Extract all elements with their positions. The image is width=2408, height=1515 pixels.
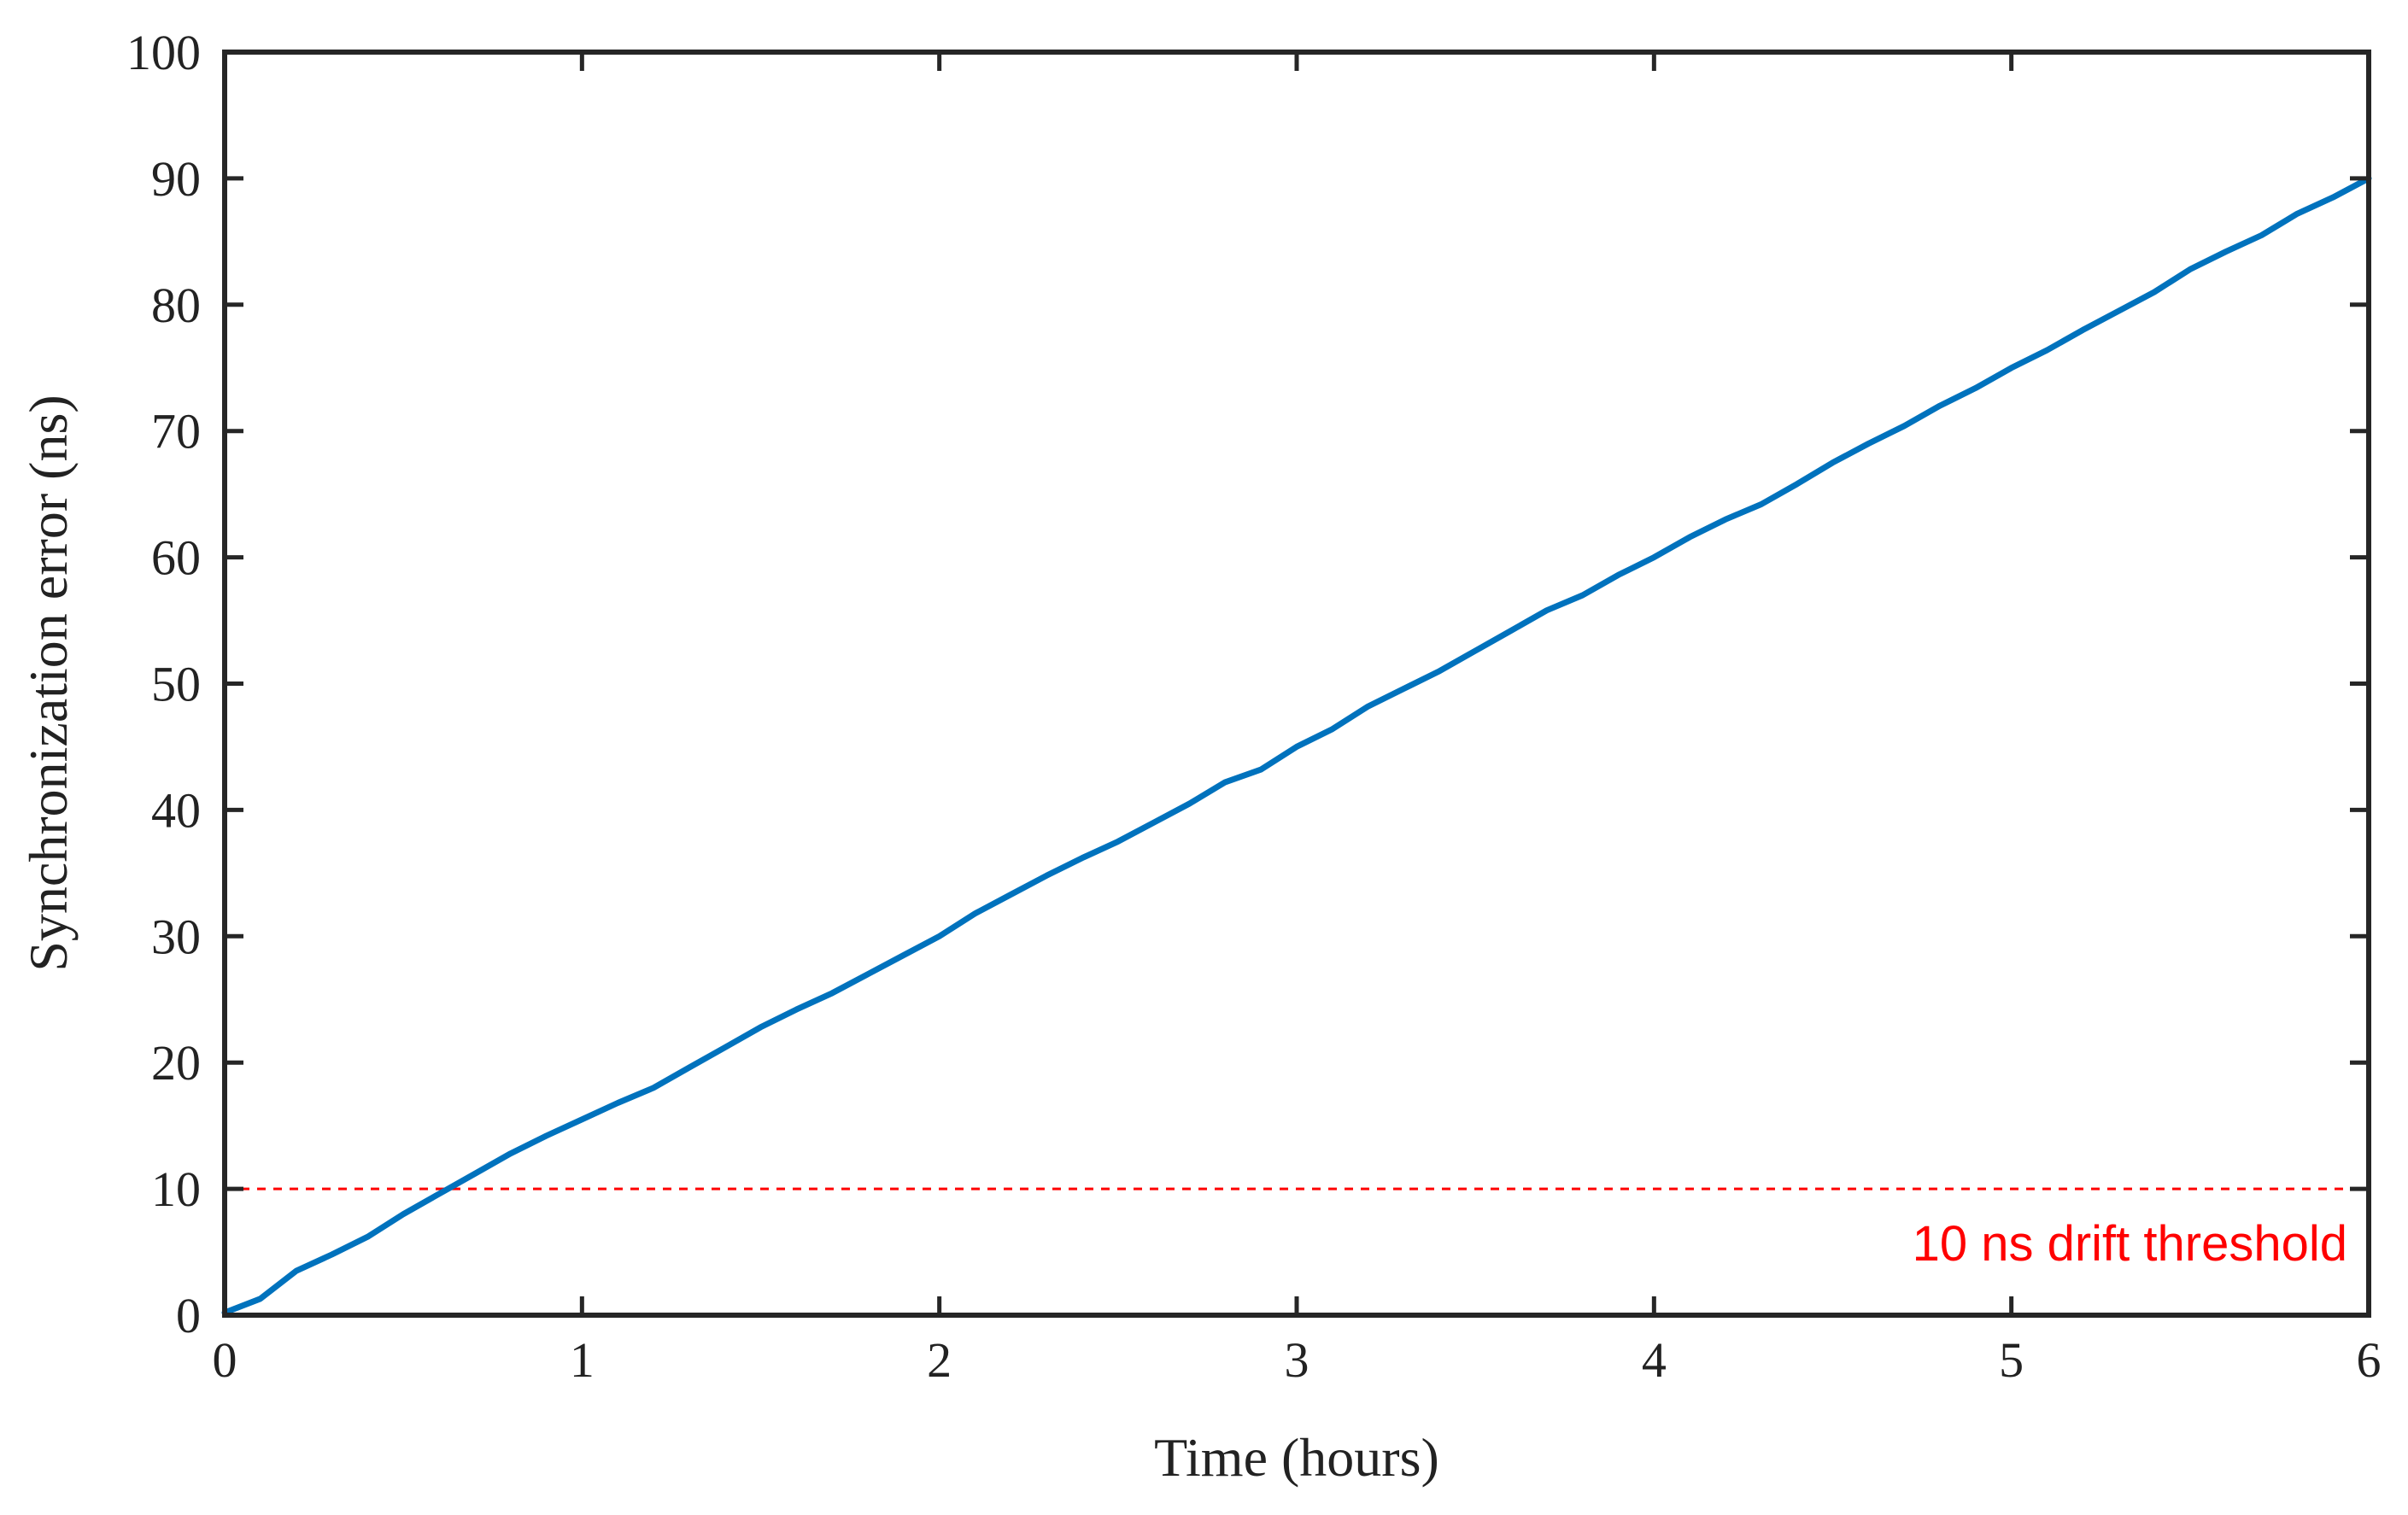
y-tick-label: 50 xyxy=(151,657,201,712)
y-tick-label: 30 xyxy=(151,909,201,964)
y-tick-label: 10 xyxy=(151,1161,201,1217)
x-tick-label: 0 xyxy=(213,1332,237,1388)
x-tick-label: 2 xyxy=(927,1332,952,1388)
y-tick-label: 60 xyxy=(151,530,201,586)
x-tick-label: 6 xyxy=(2357,1332,2382,1388)
y-tick-label: 80 xyxy=(151,278,201,333)
y-tick-labels: 0 10 20 30 40 50 60 70 80 90 100 xyxy=(126,25,201,1343)
threshold-label: 10 ns drift threshold xyxy=(1913,1216,2347,1272)
y-tick-label: 70 xyxy=(151,404,201,459)
series-layer xyxy=(221,175,2372,1316)
y-tick-label: 100 xyxy=(126,25,201,80)
x-axis-title: Time (hours) xyxy=(1154,1427,1439,1488)
plot-frame xyxy=(222,50,2371,1318)
y-axis-title: Synchronization error (ns) xyxy=(18,395,79,971)
y-tick-label: 40 xyxy=(151,782,201,838)
y-tick-label: 0 xyxy=(176,1288,201,1343)
y-tick-label: 90 xyxy=(151,151,201,207)
x-tick-label: 5 xyxy=(1999,1332,2024,1388)
x-tick-label: 4 xyxy=(1642,1332,1667,1388)
y-tick-label: 20 xyxy=(151,1035,201,1091)
x-tick-labels: 0 1 2 3 4 5 6 xyxy=(213,1332,2382,1388)
x-tick-label: 1 xyxy=(570,1332,595,1388)
x-tick-label: 3 xyxy=(1285,1332,1309,1388)
series-line xyxy=(221,175,2372,1316)
